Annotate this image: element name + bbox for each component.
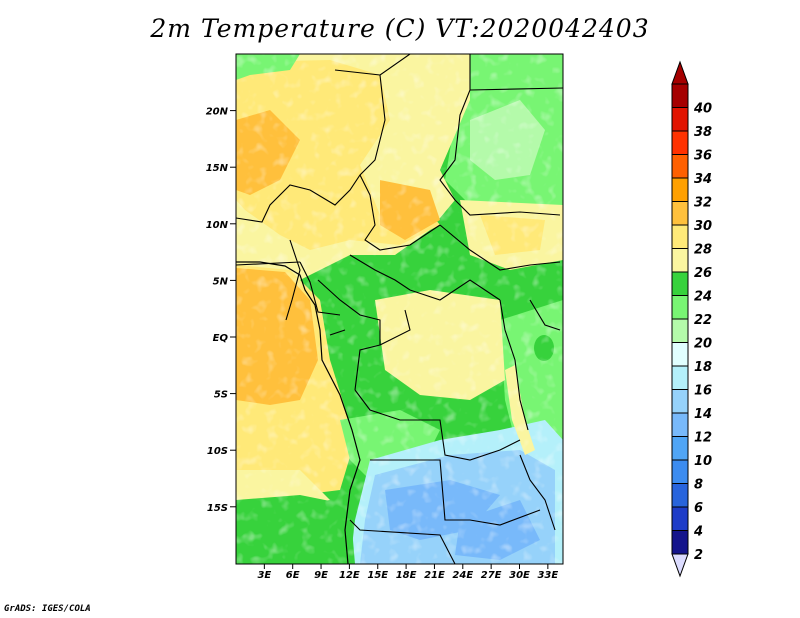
colorbar-swatch: [671, 295, 689, 320]
colorbar-swatch: [671, 318, 689, 343]
colorbar-label: 10: [694, 454, 712, 469]
colorbar-label: 14: [694, 407, 712, 422]
lat-tick-label: 5S: [214, 390, 228, 401]
colorbar-label: 28: [694, 243, 712, 258]
lon-tick-label: 30E: [509, 570, 530, 581]
colorbar-label: 22: [694, 313, 712, 328]
coastline: [236, 261, 361, 564]
lat-tick-label: 10S: [207, 446, 228, 457]
colorbar-label: 18: [694, 360, 712, 375]
lon-tick-label: 3E: [257, 570, 271, 581]
colorbar-label: 40: [693, 102, 712, 117]
lon-tick-label: 27E: [481, 570, 502, 581]
colorbar-swatch: [671, 436, 689, 461]
lon-tick-label: 6E: [286, 570, 300, 581]
latitude-axis: 20N 15N 10N 5N EQ 5S 10S 15S: [206, 107, 236, 514]
colorbar-label: 16: [694, 384, 712, 399]
colorbar-swatch: [671, 483, 689, 508]
colorbar-label: 4: [693, 525, 703, 540]
lon-tick-label: 18E: [396, 570, 417, 581]
lat-tick-label: 10N: [206, 220, 229, 231]
colorbar-swatch: [671, 506, 689, 531]
colorbar-label: 8: [694, 478, 703, 493]
colorbar-under-triangle: [671, 553, 689, 578]
colorbar-swatch: [671, 248, 689, 273]
lon-tick-label: 33E: [537, 570, 558, 581]
lon-tick-label: 15E: [367, 570, 388, 581]
lat-tick-label: 20N: [206, 107, 229, 118]
colorbar-label: 24: [694, 290, 712, 305]
colorbar-over-triangle: [671, 60, 689, 85]
colorbar-swatch: [671, 530, 689, 555]
colorbar-label: 2: [694, 548, 703, 563]
colorbar-swatch: [671, 130, 689, 155]
map-frame: [235, 53, 564, 565]
chart-title: 2m Temperature (C) VT:2020042403: [150, 14, 650, 43]
colorbar-swatch: [671, 177, 689, 202]
lat-tick-label: 5N: [213, 276, 229, 287]
colorbar-swatch: [671, 412, 689, 437]
colorbar-swatch: [671, 154, 689, 179]
colorbar-swatch: [671, 365, 689, 390]
colorbar-label: 36: [694, 149, 712, 164]
colorbar-label: 6: [694, 501, 703, 516]
colorbar-label: 20: [694, 337, 712, 352]
colorbar-swatch: [671, 389, 689, 414]
colorbar-swatch: [671, 224, 689, 249]
longitude-axis: 3E 6E 9E 12E 15E 18E 21E 24E 27E 30E 33E: [257, 564, 558, 581]
lon-tick-label: 21E: [424, 570, 445, 581]
colorbar-swatch: [671, 107, 689, 132]
colorbar-label: 30: [694, 219, 712, 234]
colorbar-swatch: [671, 271, 689, 296]
colorbar-label: 26: [694, 266, 712, 281]
colorbar-swatch: [671, 342, 689, 367]
grads-credit: GrADS: IGES/COLA: [4, 604, 91, 614]
colorbar-label: 38: [694, 125, 712, 140]
lat-tick-label: EQ: [213, 333, 229, 344]
colorbar-swatch: [671, 459, 689, 484]
lat-tick-label: 15N: [206, 163, 229, 174]
colorbar-label: 12: [694, 431, 712, 446]
colorbar-swatch: [671, 83, 689, 108]
colorbar-label: 34: [694, 172, 712, 187]
country-borders: [236, 54, 563, 564]
temperature-field: [236, 54, 563, 564]
lat-tick-label: 15S: [207, 503, 228, 514]
colorbar-swatch: [671, 201, 689, 226]
lon-tick-label: 24E: [452, 570, 473, 581]
lon-tick-label: 9E: [314, 570, 328, 581]
colorbar-label: 32: [694, 196, 712, 211]
lon-tick-label: 12E: [339, 570, 360, 581]
